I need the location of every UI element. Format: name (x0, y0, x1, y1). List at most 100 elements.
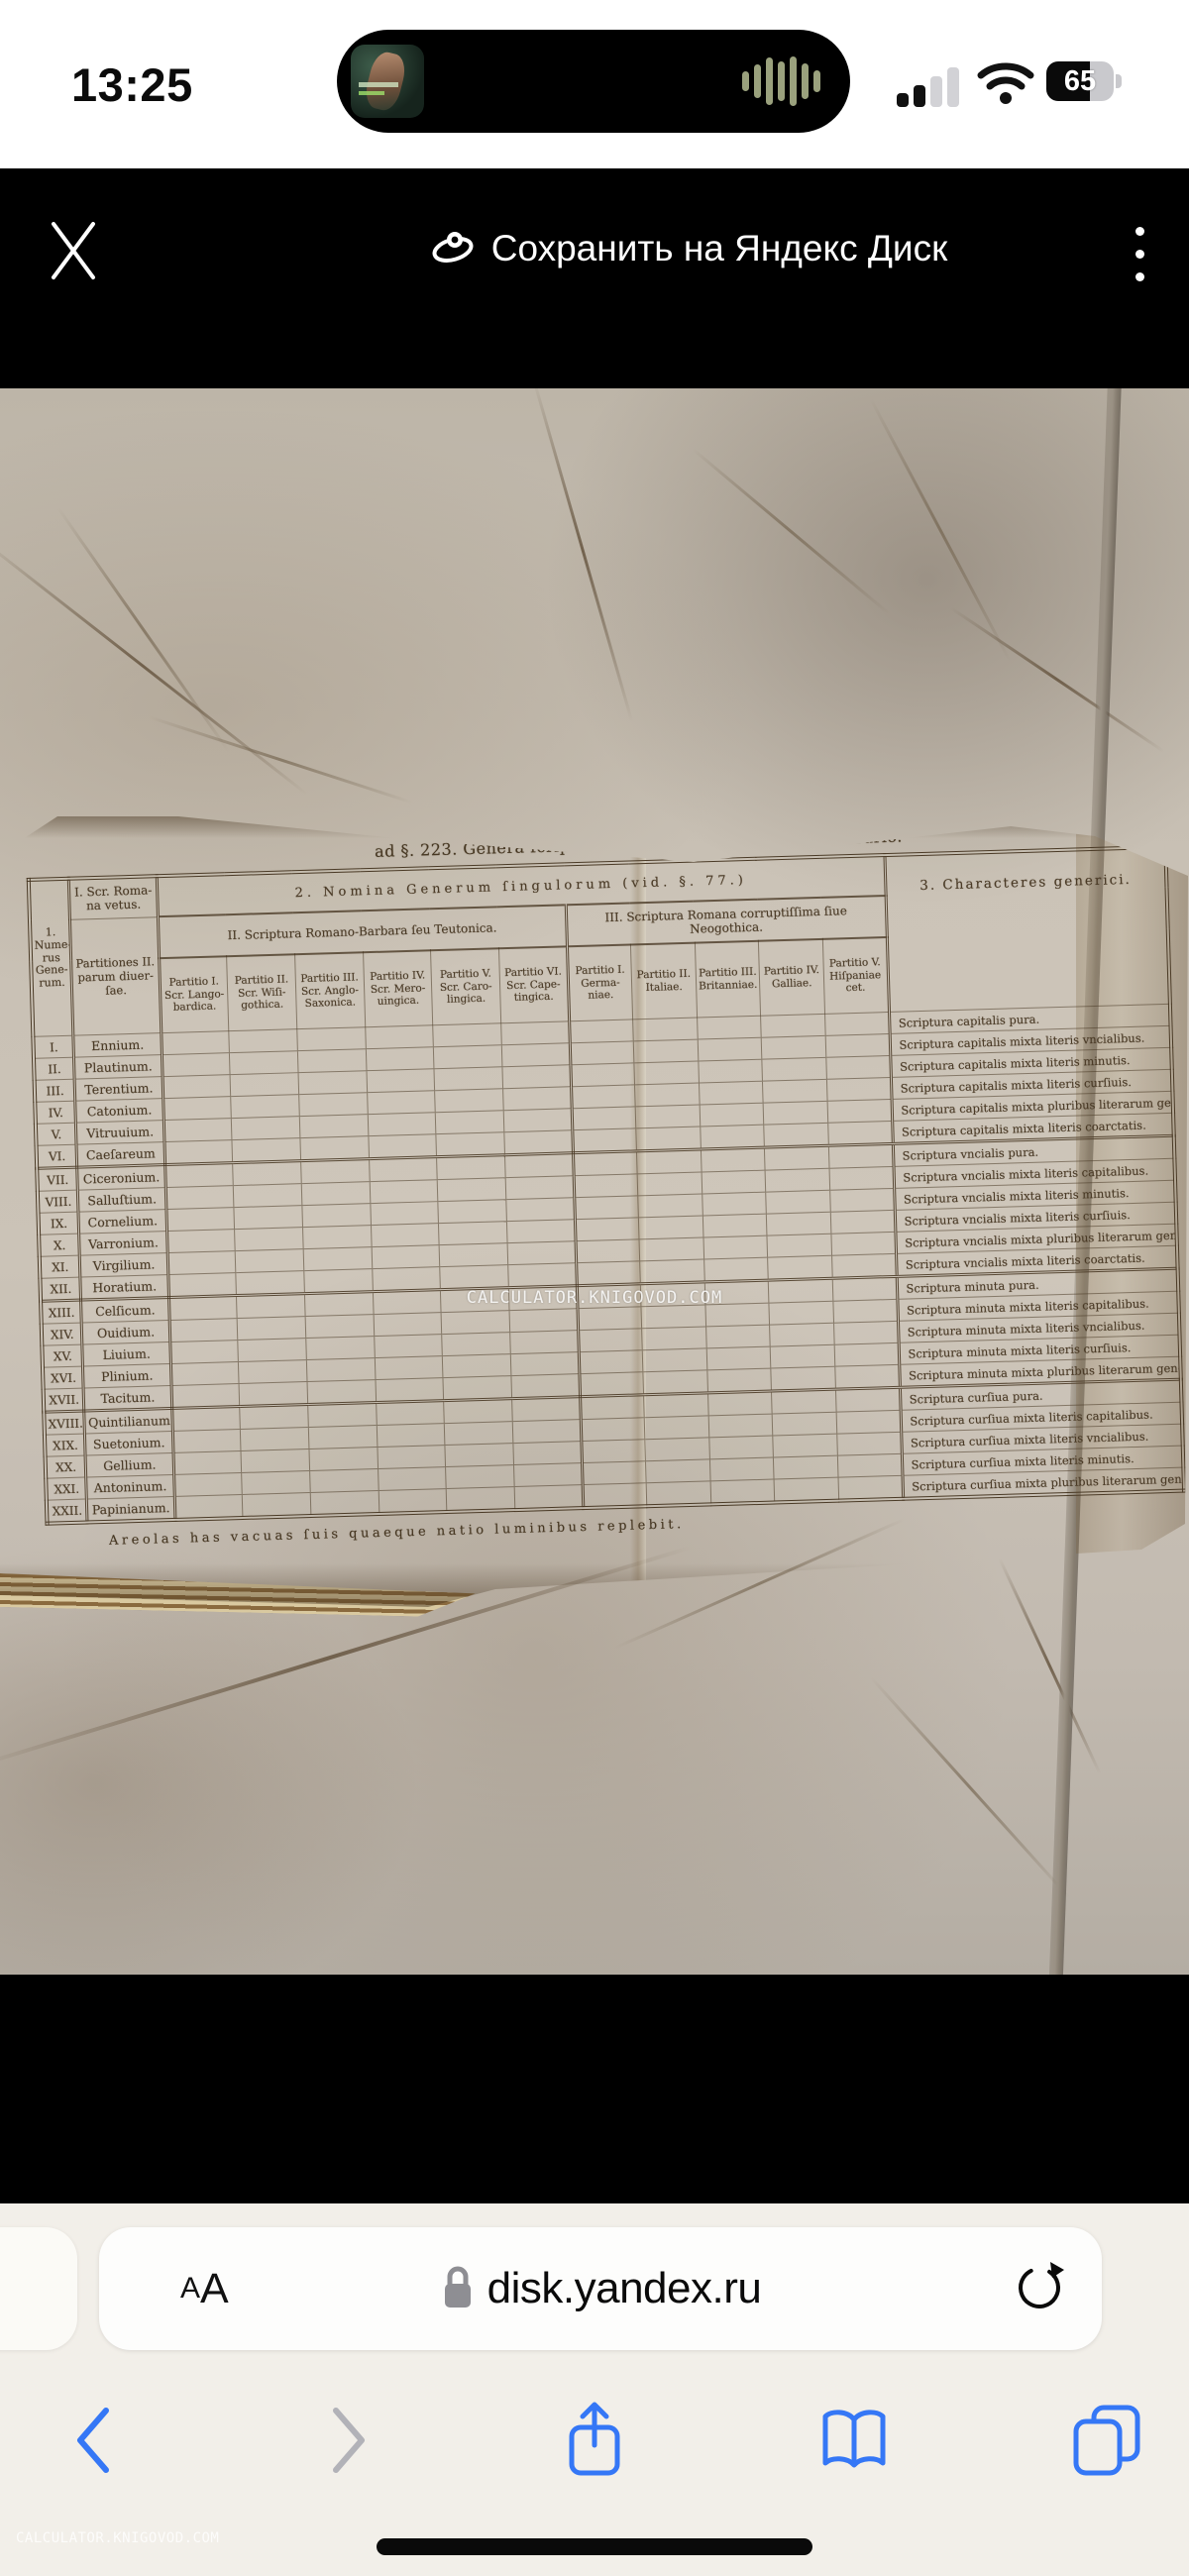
blank-cell (836, 1432, 902, 1456)
blank-cell (774, 1477, 839, 1503)
blank-cell (370, 1201, 439, 1226)
blank-cell (296, 1026, 367, 1051)
blank-cell (230, 1094, 300, 1119)
blank-cell (826, 1077, 892, 1102)
save-to-yandex-disk-button[interactable]: Сохранить на Яндекс Диск (94, 214, 1189, 283)
home-indicator[interactable] (377, 2538, 812, 2555)
blank-cell (771, 1366, 836, 1392)
blank-cell (571, 1084, 636, 1109)
blank-cell (301, 1181, 371, 1206)
blank-cell (170, 1361, 240, 1386)
blank-cell (701, 1147, 766, 1173)
blank-cell (830, 1210, 896, 1234)
photo-viewer-header: Сохранить на Яндекс Диск (0, 168, 1189, 388)
blank-cell (241, 1470, 311, 1495)
blank-cell (771, 1389, 837, 1415)
bookmarks-button[interactable] (800, 2388, 909, 2497)
blank-cell (512, 1441, 583, 1465)
num-cell: VI. (36, 1144, 78, 1169)
blank-cell (835, 1387, 901, 1413)
blank-cell (168, 1318, 239, 1342)
blank-cell (707, 1391, 773, 1416)
blank-cell (377, 1445, 446, 1469)
blank-cell (767, 1234, 832, 1258)
photo-of-book-table[interactable]: ad §. 223. Genera ſcripturarum Romanarum… (0, 388, 1189, 1975)
blank-cell (642, 1347, 707, 1372)
blank-cell (376, 1423, 446, 1448)
blank-cell (577, 1306, 642, 1331)
blank-cell (441, 1310, 510, 1335)
blank-cell (638, 1215, 703, 1239)
more-options-button[interactable] (1118, 216, 1161, 291)
blank-cell (762, 1057, 827, 1082)
blank-cell (235, 1248, 304, 1273)
blank-cell (706, 1368, 772, 1393)
blank-cell (578, 1349, 644, 1374)
blank-cell (580, 1394, 645, 1420)
blank-cell (633, 1039, 699, 1063)
blank-cell (308, 1447, 378, 1471)
blank-cell (703, 1257, 769, 1282)
blank-cell (434, 1066, 503, 1091)
blank-cell (500, 1020, 570, 1045)
partitio-col-header: Partitio I. Scr. Lango­bardica. (159, 956, 230, 1033)
tabs-button[interactable] (1052, 2388, 1161, 2497)
blank-cell (239, 1381, 308, 1407)
dynamic-island-music[interactable] (337, 30, 850, 133)
close-button[interactable] (46, 220, 101, 281)
blank-cell (637, 1193, 703, 1218)
blank-cell (437, 1177, 506, 1202)
name-cell: Plinium. (82, 1363, 171, 1389)
reload-button[interactable] (1013, 2227, 1066, 2350)
blank-cell (433, 1044, 502, 1069)
blank-cell (504, 1152, 574, 1178)
num-cell: XIV. (41, 1323, 83, 1346)
name-cell: Varronium. (79, 1231, 167, 1256)
name-cell: Quintilianum (84, 1408, 173, 1435)
blank-cell (578, 1328, 643, 1352)
blank-cell (644, 1415, 709, 1440)
back-button[interactable] (40, 2388, 149, 2497)
name-cell: Gellium. (85, 1452, 174, 1477)
name-cell: Salluſtium. (77, 1187, 166, 1213)
blank-cell (445, 1443, 514, 1467)
col-numerus-header: 1. Nume­rus Gene­rum. (28, 878, 74, 1037)
blank-cell (501, 1042, 571, 1067)
blank-cell (827, 1121, 893, 1146)
blank-cell (308, 1425, 378, 1449)
blank-cell (443, 1375, 512, 1401)
blank-cell (831, 1253, 897, 1279)
blank-cell (581, 1439, 646, 1463)
blank-cell (369, 1179, 439, 1204)
blank-cell (444, 1421, 513, 1446)
url-display[interactable]: disk.yandex.ru (99, 2227, 1102, 2350)
partitio-col-header: Partitio V. Hiſpaniae cet. (822, 937, 890, 1015)
name-cell: Antoninum. (86, 1474, 174, 1499)
blank-cell (171, 1406, 241, 1432)
name-cell: Tacitum. (83, 1385, 172, 1412)
share-button[interactable] (540, 2388, 649, 2497)
blank-cell (828, 1143, 894, 1169)
num-cell: I. (33, 1035, 74, 1059)
forward-button[interactable] (293, 2388, 402, 2497)
blank-cell (299, 1114, 369, 1138)
blank-cell (309, 1468, 378, 1493)
blank-cell (436, 1154, 506, 1180)
blank-cell (634, 1061, 700, 1085)
blank-cell (639, 1258, 705, 1284)
previous-tab-edge[interactable] (0, 2227, 77, 2350)
blank-cell (172, 1429, 242, 1453)
blank-cell (303, 1246, 373, 1271)
album-art (351, 45, 424, 118)
blank-cell (507, 1240, 577, 1265)
blank-cell (511, 1396, 581, 1422)
blank-cell (837, 1475, 904, 1501)
num-cell: III. (34, 1079, 76, 1103)
blank-cell (510, 1351, 580, 1376)
blank-cell (707, 1414, 774, 1438)
blank-cell (434, 1088, 504, 1113)
blank-cell (582, 1460, 647, 1485)
